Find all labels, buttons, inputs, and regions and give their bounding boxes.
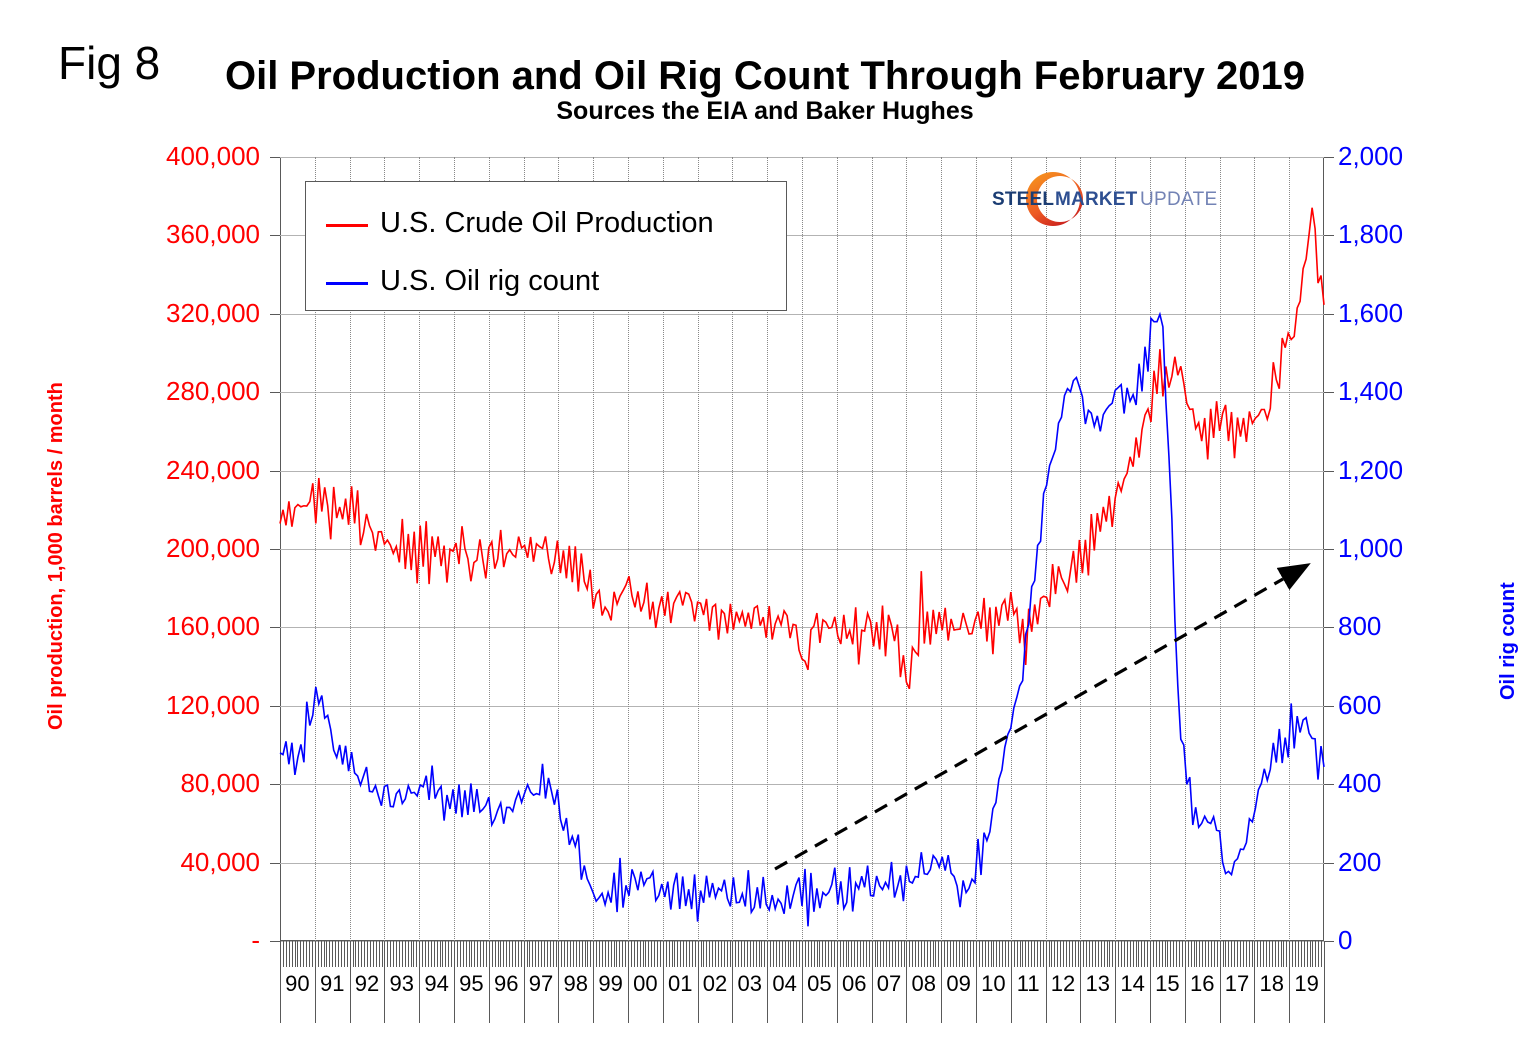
svg-text:MARKET: MARKET xyxy=(1055,189,1138,210)
svg-text:STEEL: STEEL xyxy=(992,189,1054,210)
svg-text:UPDATE: UPDATE xyxy=(1140,189,1217,210)
